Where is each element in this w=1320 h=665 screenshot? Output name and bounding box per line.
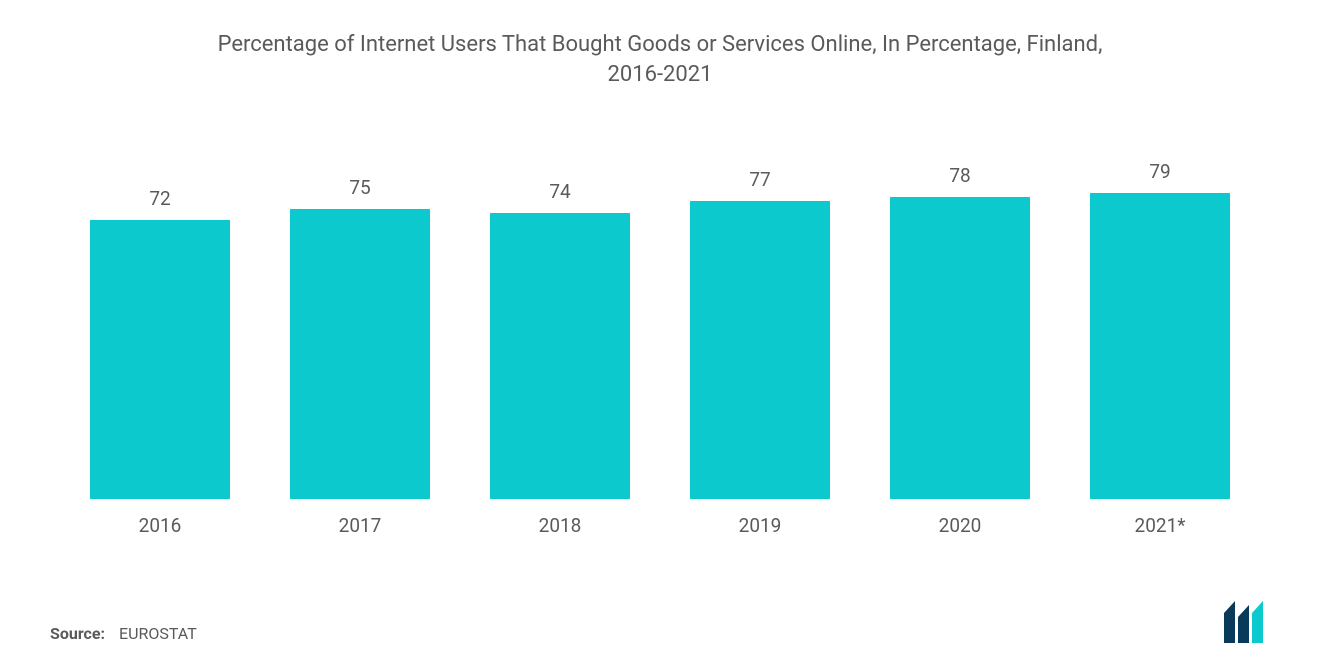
x-axis-label: 2018 <box>490 514 630 537</box>
source-attribution: Source: EUROSTAT <box>50 624 197 643</box>
bar-value-label: 74 <box>549 180 570 203</box>
x-axis-label: 2021* <box>1090 514 1230 537</box>
x-axis-label: 2017 <box>290 514 430 537</box>
x-axis-label: 2019 <box>690 514 830 537</box>
bar-group: 77 <box>690 168 830 499</box>
bar <box>890 197 1030 499</box>
bar <box>1090 193 1230 499</box>
bar-group: 75 <box>290 176 430 500</box>
bar <box>290 209 430 500</box>
bar-value-label: 78 <box>949 164 970 187</box>
chart-plot-area: 72 75 74 77 78 79 <box>50 149 1270 499</box>
bar <box>90 220 230 499</box>
bar-group: 78 <box>890 164 1030 499</box>
bar-group: 74 <box>490 180 630 500</box>
x-axis-label: 2020 <box>890 514 1030 537</box>
bar <box>490 213 630 500</box>
chart-title-line1: Percentage of Internet Users That Bought… <box>218 32 1103 57</box>
source-value: EUROSTAT <box>119 624 197 643</box>
bar-value-label: 79 <box>1149 160 1170 183</box>
chart-title: Percentage of Internet Users That Bought… <box>110 30 1210 89</box>
brand-logo-icon <box>1224 601 1282 647</box>
bar-group: 72 <box>90 187 230 499</box>
bar <box>690 201 830 499</box>
bar-value-label: 75 <box>349 176 370 199</box>
chart-title-line2: 2016-2021 <box>608 62 713 87</box>
bar-value-label: 77 <box>749 168 770 191</box>
x-axis-labels: 2016 2017 2018 2019 2020 2021* <box>50 514 1270 537</box>
x-axis-label: 2016 <box>90 514 230 537</box>
source-label: Source: <box>50 624 105 643</box>
bar-value-label: 72 <box>149 187 170 210</box>
bar-group: 79 <box>1090 160 1230 499</box>
